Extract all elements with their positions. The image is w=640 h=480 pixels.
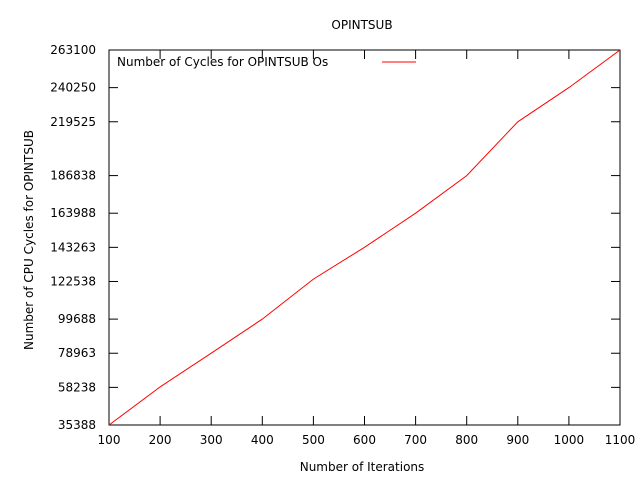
y-tick-label: 122538 [50, 274, 96, 288]
x-tick-label: 1100 [605, 433, 636, 447]
y-tick-label: 78963 [58, 346, 96, 360]
y-tick-label: 35388 [58, 418, 96, 432]
x-tick-label: 600 [353, 433, 376, 447]
x-tick-label: 800 [455, 433, 478, 447]
x-tick-label: 100 [98, 433, 121, 447]
series-line [108, 49, 621, 426]
y-tick-label: 263100 [50, 43, 96, 57]
y-axis-label: Number of CPU Cycles for OPINTSUB [22, 130, 36, 350]
x-tick-label: 400 [251, 433, 274, 447]
x-tick-label: 700 [404, 433, 427, 447]
y-tick-label: 143263 [50, 240, 96, 254]
x-tick-label: 300 [200, 433, 223, 447]
legend: Number of Cycles for OPINTSUB Os [117, 55, 416, 69]
x-tick-label: 500 [302, 433, 325, 447]
y-tick-label: 219525 [50, 115, 96, 129]
y-tick-label: 240250 [50, 81, 96, 95]
y-tick-label: 58238 [58, 380, 96, 394]
plot-area-frame [108, 49, 621, 426]
chart-title: OPINTSUB [331, 18, 392, 32]
y-axis-ticks: 35388 58238 78963 99688 122538 143263 163988 18… [50, 43, 620, 432]
y-tick-label: 186838 [50, 169, 96, 183]
legend-label: Number of Cycles for OPINTSUB Os [117, 55, 328, 69]
x-axis-ticks: 100 200 300 400 500 600 700 800 900 1000 1100 [98, 50, 636, 447]
y-tick-label: 99688 [58, 312, 96, 326]
y-tick-label: 163988 [50, 206, 96, 220]
series-layer [108, 49, 621, 426]
x-tick-label: 1000 [554, 433, 585, 447]
x-axis-label: Number of Iterations [300, 460, 425, 474]
x-tick-label: 200 [149, 433, 172, 447]
x-tick-label: 900 [506, 433, 529, 447]
